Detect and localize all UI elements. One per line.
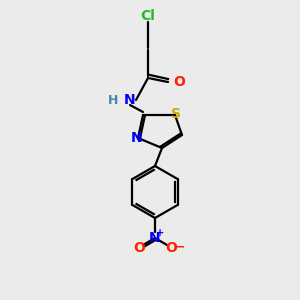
Text: O: O	[173, 75, 185, 89]
Text: O: O	[165, 241, 177, 255]
Text: −: −	[175, 241, 185, 254]
Text: Cl: Cl	[141, 9, 155, 23]
Text: S: S	[171, 107, 181, 121]
Text: N: N	[131, 131, 143, 145]
Text: N: N	[149, 231, 161, 245]
Text: N: N	[124, 93, 136, 107]
Text: H: H	[108, 94, 118, 106]
Text: O: O	[133, 241, 145, 255]
Text: +: +	[156, 228, 164, 238]
